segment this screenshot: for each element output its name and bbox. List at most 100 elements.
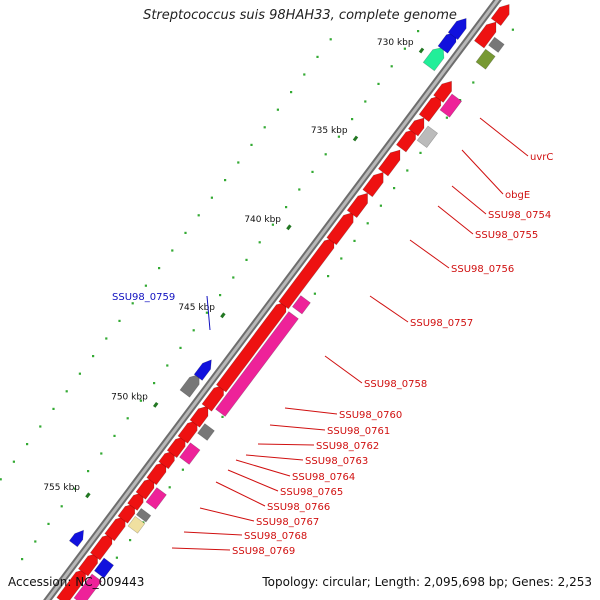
- minor-tick: [329, 38, 332, 41]
- gene-forward-21: [418, 95, 442, 123]
- minor-tick: [205, 311, 208, 314]
- label-callout: [245, 454, 304, 461]
- minor-tick: [311, 170, 314, 173]
- minor-tick: [166, 364, 169, 367]
- gene-label: uvrC: [530, 152, 553, 163]
- gene-cog-6: [197, 423, 215, 441]
- minor-tick: [224, 179, 227, 182]
- accession-text: Accession: NC_009443: [8, 575, 145, 589]
- gene-forward-3: [104, 516, 126, 542]
- minor-tick: [197, 214, 200, 217]
- gene-cog-11: [475, 48, 496, 70]
- minor-tick: [393, 187, 396, 190]
- minor-tick: [105, 337, 108, 340]
- minor-ticks: [0, 28, 514, 594]
- minor-tick: [87, 470, 90, 473]
- scale-tick: [85, 492, 91, 499]
- minor-tick: [47, 522, 50, 525]
- scale-tick: [286, 224, 292, 231]
- gene-label: SSU98_0755: [475, 230, 538, 241]
- gene-label: SSU98_0763: [305, 456, 368, 467]
- label-callout: [215, 481, 266, 507]
- minor-tick: [168, 486, 171, 489]
- label-callout: [437, 205, 474, 235]
- gene-label: SSU98_0757: [410, 318, 473, 329]
- minor-tick: [21, 558, 24, 561]
- gene-forward-11: [189, 405, 209, 428]
- gene-label: obgE: [505, 190, 530, 201]
- map-title: Streptococcus suis 98HAH33, complete gen…: [143, 8, 457, 23]
- label-callout: [171, 547, 231, 551]
- gene-cog-8: [291, 295, 311, 315]
- minor-tick: [340, 257, 343, 260]
- gene-forward-17: [362, 171, 384, 198]
- gene-forward-14: [278, 237, 335, 310]
- label-callout: [284, 407, 338, 415]
- minor-tick: [0, 478, 2, 481]
- minor-tick: [179, 346, 182, 349]
- minor-tick: [379, 204, 382, 207]
- minor-tick: [271, 223, 274, 226]
- minor-tick: [419, 151, 422, 154]
- minor-tick: [290, 91, 293, 94]
- gene-cog-3: [135, 507, 152, 523]
- minor-tick: [237, 161, 240, 164]
- scale-label: 735 kbp: [311, 126, 348, 136]
- label-callout: [183, 531, 243, 536]
- minor-tick: [403, 47, 406, 50]
- gene-cog-0: [73, 573, 103, 600]
- minor-tick: [250, 143, 253, 146]
- gene-label: SSU98_0764: [292, 472, 355, 483]
- scale-label: 730 kbp: [377, 38, 414, 48]
- label-callout: [269, 424, 326, 431]
- gene-label: SSU98_0761: [327, 426, 390, 437]
- gene-forward-22: [433, 80, 452, 103]
- minor-tick: [445, 116, 448, 119]
- minor-tick: [232, 276, 235, 279]
- minor-tick: [390, 65, 393, 68]
- scale-label: 755 kbp: [43, 483, 80, 493]
- gene-forward-20: [407, 117, 425, 137]
- gene-blue-b: [447, 17, 467, 41]
- minor-tick: [78, 372, 81, 375]
- gene-forward-18: [377, 149, 401, 177]
- gene-forward-15: [326, 211, 354, 246]
- gene-forward-13: [215, 301, 287, 393]
- minor-tick: [113, 434, 116, 437]
- genome-backbone: [43, 0, 502, 600]
- scale-tick: [352, 135, 359, 142]
- label-callout: [199, 507, 255, 522]
- gene-label: SSU98_0769: [232, 546, 295, 557]
- label-callout: [235, 459, 291, 477]
- minor-tick: [144, 284, 147, 287]
- minor-tick: [126, 417, 129, 420]
- minor-tick: [276, 108, 279, 111]
- minor-tick: [511, 28, 514, 31]
- minor-tick: [417, 30, 420, 33]
- minor-tick: [60, 505, 63, 508]
- gene-label: SSU98_0768: [244, 531, 307, 542]
- minor-tick: [73, 487, 76, 490]
- label-callout: [479, 117, 529, 157]
- gene-label: SSU98_0754: [488, 210, 551, 221]
- scale-tick: [152, 402, 159, 408]
- minor-tick: [303, 73, 306, 76]
- minor-tick: [472, 81, 475, 84]
- minor-tick: [92, 355, 95, 358]
- label-callout: [227, 469, 279, 492]
- minor-tick: [406, 169, 409, 172]
- gene-forward-7: [146, 461, 167, 486]
- minor-tick: [192, 329, 195, 332]
- minor-tick: [377, 82, 380, 85]
- gene-label: SSU98_0756: [451, 264, 514, 275]
- gene-cog-7: [215, 311, 299, 417]
- gene-label: SSU98_0759: [112, 292, 175, 303]
- minor-tick: [210, 196, 213, 199]
- gene-green: [422, 47, 445, 72]
- minor-tick: [221, 415, 224, 418]
- minor-tick: [26, 443, 29, 446]
- gene-label: SSU98_0758: [364, 379, 427, 390]
- gene-label: SSU98_0766: [267, 502, 330, 513]
- scale-tick: [220, 312, 226, 319]
